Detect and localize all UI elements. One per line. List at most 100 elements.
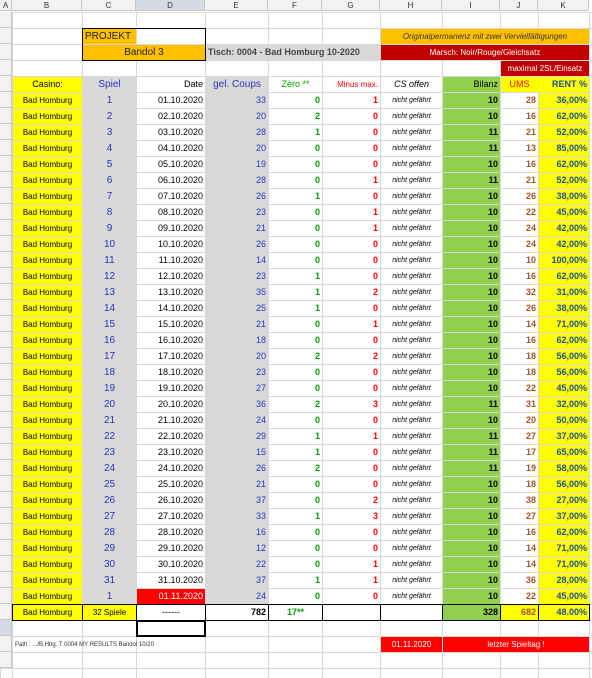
row-header[interactable]	[0, 332, 12, 348]
row-header[interactable]	[0, 572, 12, 588]
row-header[interactable]	[0, 412, 12, 428]
row-date: 29.10.2020	[157, 543, 203, 553]
row-header[interactable]	[0, 28, 12, 44]
row-header[interactable]	[0, 508, 12, 524]
row-header[interactable]	[0, 44, 12, 60]
row-header[interactable]	[0, 76, 12, 92]
column-header-j[interactable]: J	[500, 0, 538, 11]
march-note-cell	[381, 45, 589, 60]
row-header[interactable]	[0, 284, 12, 300]
row-rent: 56,00%	[556, 479, 587, 489]
column-header-d[interactable]: D	[136, 0, 205, 11]
bilanz-cell	[443, 429, 500, 444]
row-header[interactable]	[0, 300, 12, 316]
row-header[interactable]	[0, 604, 12, 620]
row-casino: Bad Homburg	[22, 431, 73, 441]
row-casino: Bad Homburg	[22, 335, 73, 345]
spiel-cell	[83, 573, 136, 588]
row-spiel: 1	[106, 94, 113, 106]
row-header[interactable]	[0, 12, 12, 28]
row-header[interactable]	[0, 524, 12, 540]
row-header[interactable]	[0, 92, 12, 108]
spiel-cell	[83, 445, 136, 460]
grid-line	[0, 300, 592, 301]
row-header[interactable]	[0, 348, 12, 364]
bilanz-cell	[443, 189, 500, 204]
row-header[interactable]	[0, 588, 12, 604]
row-header[interactable]	[0, 124, 12, 140]
grid-line	[0, 460, 592, 461]
row-header[interactable]	[0, 444, 12, 460]
row-casino: Bad Homburg	[22, 175, 73, 185]
row-minus: 1	[372, 175, 378, 185]
total-rent-cell	[539, 605, 589, 620]
row-header[interactable]	[0, 476, 12, 492]
grid-line	[0, 172, 592, 173]
row-header[interactable]	[0, 204, 12, 220]
column-header-e[interactable]: E	[205, 0, 268, 11]
row-header[interactable]	[0, 188, 12, 204]
total-cell-border	[136, 604, 206, 621]
row-rent: 45,00%	[556, 207, 587, 217]
row-casino: Bad Homburg	[22, 415, 73, 425]
row-minus: 1	[372, 223, 378, 233]
row-header[interactable]	[0, 220, 12, 236]
row-date: 15.10.2020	[157, 319, 203, 329]
bilanz-cell	[443, 493, 500, 508]
coups-cell	[206, 589, 268, 604]
row-header[interactable]	[0, 316, 12, 332]
row-header[interactable]	[0, 460, 12, 476]
row-header[interactable]	[0, 108, 12, 124]
active-cell-cursor[interactable]	[136, 620, 206, 637]
column-header-h[interactable]: H	[380, 0, 442, 11]
column-header-i[interactable]: I	[442, 0, 500, 11]
row-coups: 20	[255, 143, 266, 153]
row-spiel: 12	[103, 270, 116, 282]
row-minus: 0	[372, 479, 378, 489]
row-header[interactable]	[0, 172, 12, 188]
bilanz-cell	[443, 525, 500, 540]
row-header[interactable]	[0, 252, 12, 268]
row-coups: 28	[255, 175, 266, 185]
row-header[interactable]	[0, 396, 12, 412]
row-header[interactable]	[0, 620, 12, 636]
row-casino: Bad Homburg	[22, 351, 73, 361]
rent-cell	[539, 573, 589, 588]
row-header[interactable]	[0, 540, 12, 556]
coups-cell	[206, 189, 268, 204]
row-header[interactable]	[0, 268, 12, 284]
row-header[interactable]	[0, 364, 12, 380]
row-minus: 0	[372, 255, 378, 265]
column-header-g[interactable]: G	[322, 0, 380, 11]
coups-cell	[206, 509, 268, 524]
grid-line	[0, 108, 592, 109]
row-cs: nicht gefährt	[392, 177, 431, 184]
total-bilanz-cell	[443, 605, 500, 620]
rent-cell	[539, 125, 589, 140]
row-header[interactable]	[0, 236, 12, 252]
row-header[interactable]	[0, 492, 12, 508]
column-header-k[interactable]: K	[538, 0, 589, 11]
total-cell-border	[500, 604, 539, 621]
column-header-a[interactable]: A	[0, 0, 12, 11]
max-note: maximal 2St./Einsatz	[507, 63, 583, 73]
spiel-cell	[83, 477, 136, 492]
row-header[interactable]	[0, 140, 12, 156]
total-ums: 682	[520, 607, 536, 617]
sheet-corner[interactable]	[0, 0, 12, 11]
row-header[interactable]	[0, 428, 12, 444]
row-bilanz: 10	[487, 367, 498, 377]
row-header[interactable]	[0, 556, 12, 572]
coups-cell	[206, 333, 268, 348]
row-header[interactable]	[0, 636, 12, 652]
row-header[interactable]	[0, 380, 12, 396]
grid-line	[0, 652, 592, 653]
row-header[interactable]	[0, 156, 12, 172]
column-header-f[interactable]: F	[268, 0, 322, 11]
column-header-c[interactable]: C	[82, 0, 136, 11]
row-header[interactable]	[0, 652, 12, 668]
coups-cell	[206, 285, 268, 300]
column-header-b[interactable]: B	[12, 0, 82, 11]
row-header[interactable]	[0, 60, 12, 76]
bilanz-cell	[443, 541, 500, 556]
